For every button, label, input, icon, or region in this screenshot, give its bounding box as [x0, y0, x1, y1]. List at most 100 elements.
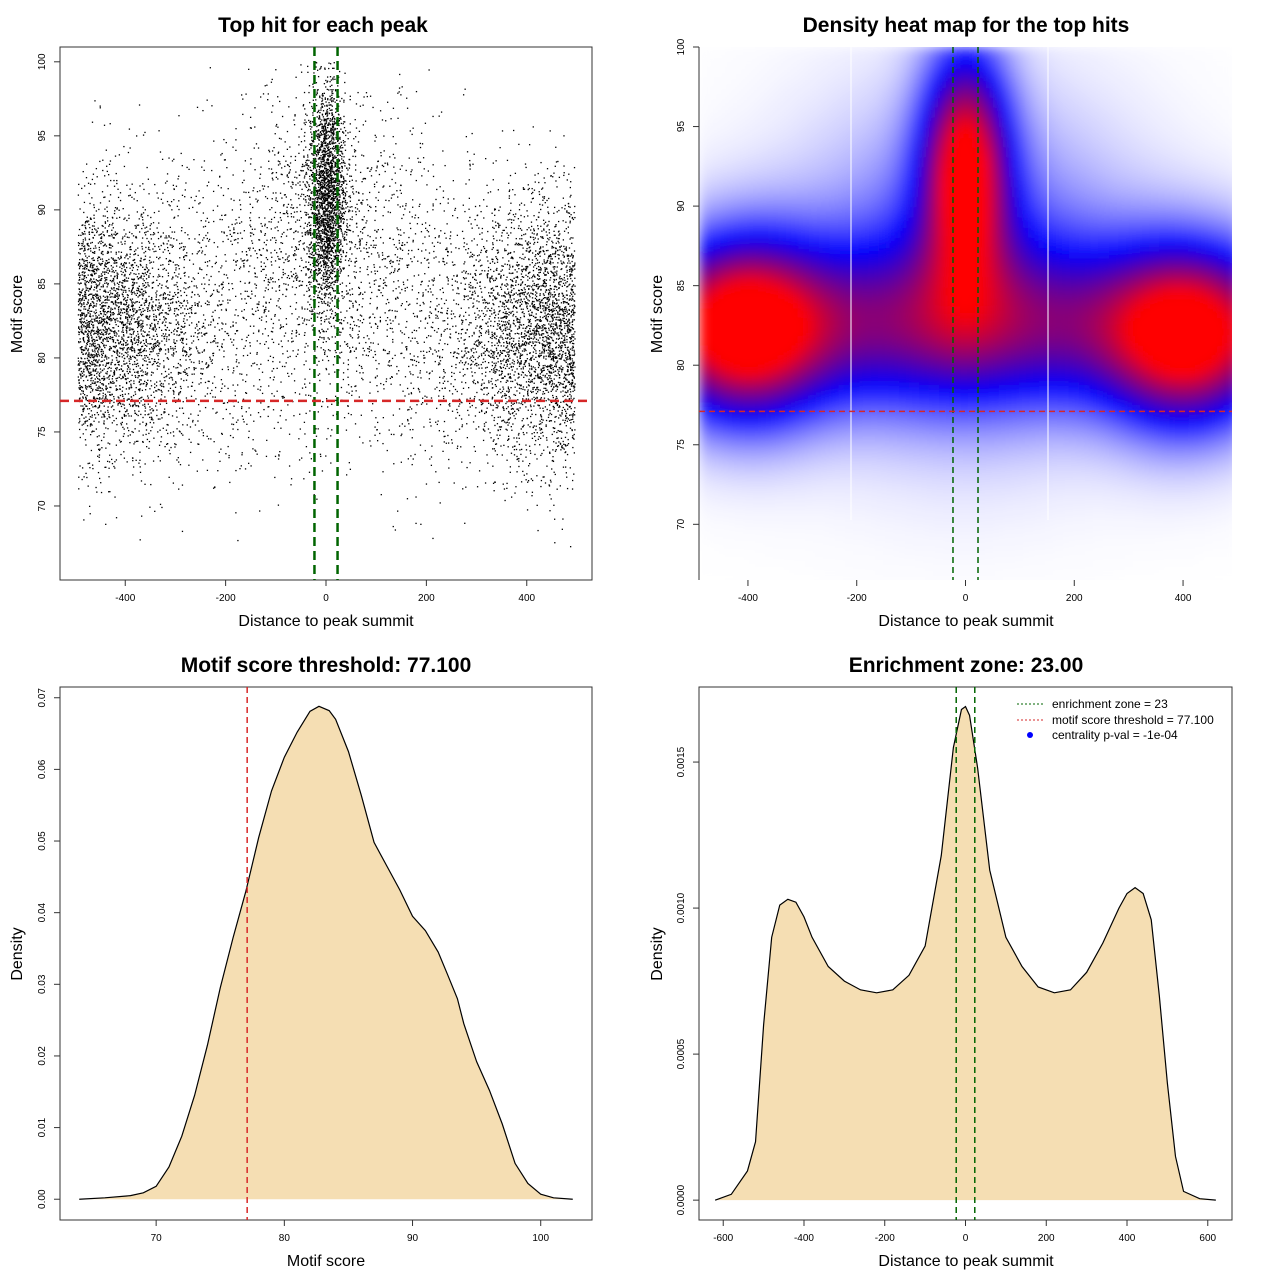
scatter-point	[567, 368, 569, 371]
scatter-point	[93, 270, 95, 273]
scatter-point	[99, 233, 102, 236]
scatter-point	[507, 353, 509, 355]
scatter-point	[117, 396, 119, 398]
scatter-point	[116, 352, 118, 355]
scatter-point	[146, 267, 148, 269]
scatter-point	[562, 406, 564, 409]
scatter-point	[84, 403, 86, 406]
scatter-point	[88, 288, 91, 290]
scatter-point	[496, 257, 498, 260]
scatter-point	[159, 503, 162, 506]
scatter-point	[526, 210, 528, 212]
scatter-point	[555, 323, 557, 326]
scatter-point	[136, 276, 139, 278]
scatter-point	[104, 215, 106, 217]
scatter-point	[558, 355, 560, 357]
scatter-point	[506, 293, 508, 295]
scatter-point	[515, 343, 517, 345]
scatter-point	[82, 224, 84, 226]
scatter-point	[549, 347, 551, 349]
scatter-point	[111, 422, 114, 424]
scatter-point	[170, 237, 172, 239]
scatter-point	[529, 264, 531, 266]
scatter-point	[486, 275, 489, 277]
scatter-point	[96, 411, 98, 414]
scatter-point	[569, 283, 571, 285]
scatter-point	[130, 386, 133, 389]
scatter-point	[113, 334, 116, 336]
scatter-point	[436, 386, 438, 389]
scatter-point	[168, 304, 170, 307]
scatter-point	[520, 448, 523, 451]
scatter-point	[540, 416, 543, 418]
scatter-point	[465, 295, 467, 297]
scatter-point	[107, 391, 109, 393]
scatter-point	[135, 273, 137, 275]
scatter-point	[508, 389, 510, 391]
scatter-point	[149, 421, 151, 424]
scatter-point	[176, 239, 178, 241]
scatter-point	[569, 206, 571, 208]
scatter-point	[565, 266, 567, 268]
scatter-point	[546, 344, 548, 346]
scatter-point	[133, 382, 135, 385]
scatter-point	[534, 181, 536, 183]
scatter-point	[84, 275, 86, 277]
scatter-point	[510, 365, 513, 368]
scatter-point	[99, 241, 101, 243]
scatter-point	[88, 223, 90, 226]
scatter-point	[560, 415, 562, 417]
scatter-point	[119, 342, 121, 344]
scatter-point	[553, 281, 555, 283]
scatter-point	[558, 287, 560, 289]
scatter-point	[565, 247, 567, 250]
scatter-point	[469, 297, 471, 299]
scatter-point	[516, 332, 518, 335]
scatter-point	[119, 374, 121, 376]
scatter-point	[79, 208, 81, 210]
scatter-point	[148, 358, 150, 360]
scatter-point	[501, 283, 503, 285]
scatter-point	[510, 226, 513, 229]
scatter-point	[134, 391, 136, 393]
scatter-point	[223, 402, 226, 404]
scatter-point	[111, 224, 113, 226]
scatter-point	[498, 340, 500, 343]
scatter-point	[515, 237, 517, 240]
scatter-point	[547, 355, 550, 357]
scatter-point	[550, 270, 552, 273]
scatter-point	[101, 353, 103, 355]
scatter-point	[137, 344, 139, 346]
scatter-point	[83, 277, 85, 279]
scatter-point	[568, 406, 570, 408]
scatter-point	[504, 248, 506, 250]
scatter-point	[194, 302, 196, 304]
scatter-point	[511, 343, 513, 345]
scatter-point	[102, 231, 104, 233]
scatter-point	[549, 364, 551, 367]
scatter-point	[160, 385, 163, 387]
scatter-point	[180, 372, 182, 374]
scatter-point	[84, 239, 87, 241]
scatter-point	[164, 237, 166, 239]
scatter-point	[571, 349, 573, 351]
scatter-point	[509, 326, 512, 328]
scatter-point	[171, 231, 173, 233]
scatter-point	[141, 248, 144, 250]
scatter-point	[542, 344, 544, 346]
scatter-point	[542, 285, 545, 287]
scatter-point	[548, 365, 550, 368]
scatter-point	[530, 359, 532, 361]
scatter-point	[509, 294, 512, 297]
scatter-point	[480, 388, 482, 390]
scatter-point	[518, 460, 520, 462]
scatter-point	[175, 294, 177, 296]
scatter-point	[106, 279, 108, 281]
scatter-point	[544, 374, 546, 377]
scatter-point	[174, 443, 176, 445]
scatter-point	[566, 315, 568, 317]
scatter-point	[105, 331, 107, 333]
scatter-point	[131, 303, 133, 305]
scatter-point	[523, 344, 526, 346]
